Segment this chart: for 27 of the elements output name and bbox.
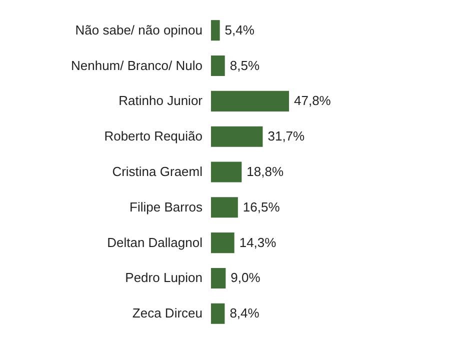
data-label: 5,4%: [224, 22, 255, 38]
y-tick-label: Filipe Barros: [130, 199, 203, 214]
bar: [211, 232, 234, 254]
y-tick-label: Pedro Lupion: [125, 270, 202, 286]
y-tick-label: Deltan Dallagnol: [107, 234, 203, 250]
y-tick-label: Zeca Dirceu: [132, 306, 202, 321]
bar: [211, 197, 238, 218]
y-tick-label: Roberto Requião: [104, 128, 202, 144]
data-label: 47,8%: [294, 93, 332, 108]
bar: [211, 126, 263, 147]
bar: [211, 303, 225, 324]
data-label: 9,0%: [230, 270, 261, 286]
data-label: 8,5%: [230, 58, 260, 73]
bar: [211, 162, 242, 182]
data-label: 14,3%: [239, 234, 277, 250]
data-label: 8,4%: [230, 306, 260, 321]
bar: [211, 20, 220, 41]
bar: [211, 55, 225, 76]
y-tick-label: Cristina Graeml: [112, 164, 203, 179]
data-label: 16,5%: [242, 199, 280, 214]
bar: [211, 268, 226, 289]
data-label: 18,8%: [246, 164, 284, 179]
data-label: 31,7%: [268, 128, 306, 144]
y-tick-label: Nenhum/ Branco/ Nulo: [70, 58, 202, 73]
bar: [211, 90, 289, 112]
y-tick-label: Não sabe/ não opinou: [75, 22, 202, 38]
y-tick-label: Ratinho Junior: [118, 93, 204, 108]
